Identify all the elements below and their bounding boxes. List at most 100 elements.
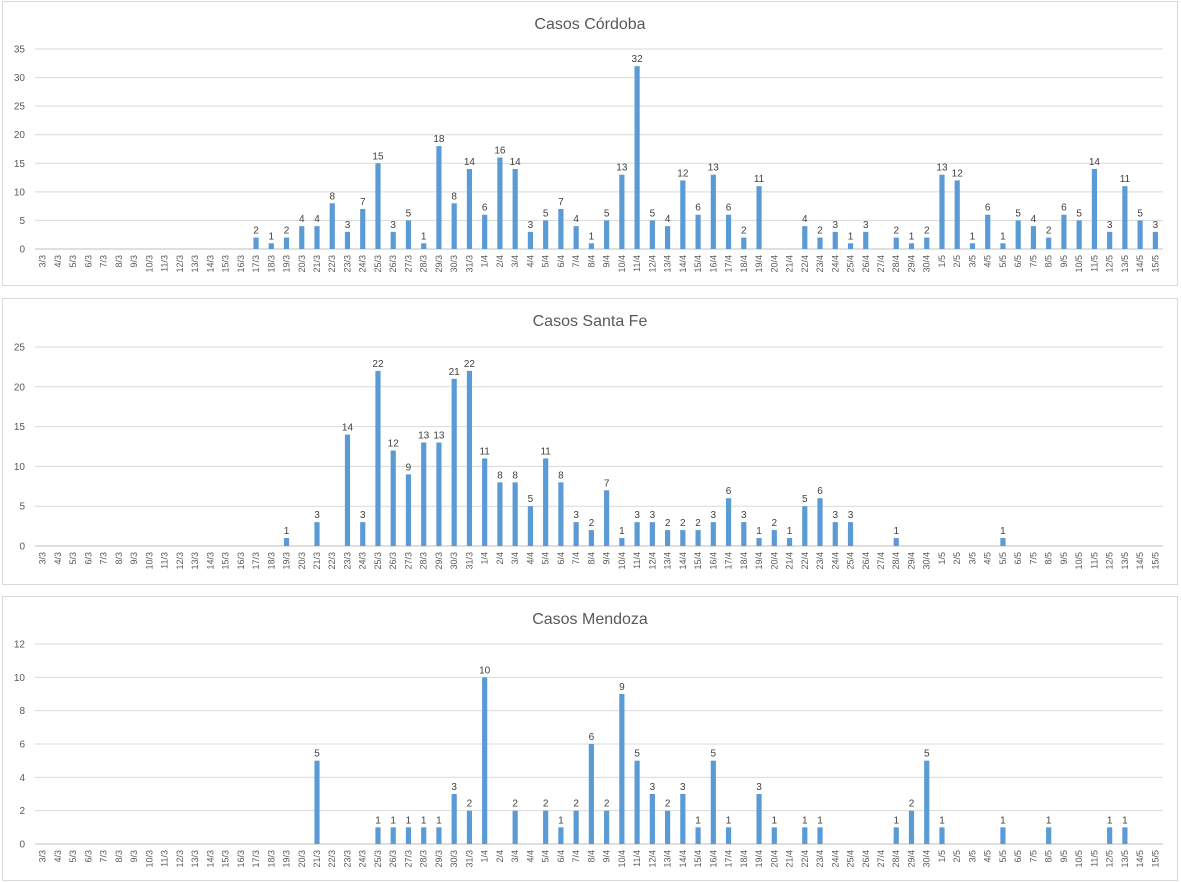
x-tick-label: 24/4 [830, 850, 840, 868]
data-label: 5 [924, 749, 930, 760]
x-tick-label: 21/3 [312, 255, 322, 273]
bar [832, 522, 838, 546]
x-tick-label: 19/4 [754, 255, 764, 273]
data-label: 7 [360, 197, 366, 208]
x-tick-label: 18/4 [739, 552, 749, 570]
data-label: 1 [421, 815, 427, 826]
bar [695, 530, 701, 546]
x-tick-label: 8/4 [586, 552, 596, 565]
bar [543, 810, 549, 844]
x-tick-label: 10/4 [617, 552, 627, 570]
data-label: 3 [848, 510, 854, 521]
data-label: 3 [360, 510, 366, 521]
bar [1107, 231, 1113, 249]
bar [436, 146, 442, 249]
x-tick-label: 1/5 [937, 552, 947, 565]
bar [375, 370, 381, 546]
x-tick-label: 14/5 [1135, 552, 1145, 570]
data-label: 1 [268, 231, 274, 242]
x-tick-label: 10/4 [617, 255, 627, 273]
x-tick-label: 22/3 [327, 850, 337, 868]
data-label: 3 [832, 510, 838, 521]
x-tick-label: 5/4 [541, 552, 551, 565]
data-label: 3 [832, 220, 838, 231]
x-tick-label: 26/4 [861, 255, 871, 273]
x-tick-label: 9/4 [602, 552, 612, 565]
bar [1091, 169, 1097, 249]
data-label: 4 [665, 214, 671, 225]
data-label: 1 [1046, 815, 1052, 826]
data-label: 8 [329, 191, 335, 202]
data-label: 1 [970, 231, 976, 242]
x-tick-label: 16/3 [236, 552, 246, 570]
bar [527, 231, 533, 249]
x-tick-label: 7/5 [1028, 552, 1038, 565]
x-tick-label: 28/4 [891, 255, 901, 273]
x-tick-label: 22/3 [327, 552, 337, 570]
bar [1107, 827, 1113, 844]
x-tick-label: 7/4 [571, 850, 581, 863]
data-label: 1 [772, 815, 778, 826]
data-label: 12 [677, 168, 689, 179]
bar [619, 538, 625, 546]
bar [283, 237, 290, 249]
data-label: 3 [451, 782, 457, 793]
data-label: 2 [543, 799, 549, 810]
x-tick-label: 27/4 [876, 255, 886, 273]
bar [817, 827, 823, 844]
data-label: 1 [421, 231, 427, 242]
x-tick-label: 25/3 [373, 850, 383, 868]
data-label: 7 [604, 478, 610, 489]
x-tick-label: 8/3 [114, 850, 124, 863]
bar [832, 231, 838, 249]
x-tick-label: 26/3 [388, 255, 398, 273]
bar [1137, 220, 1143, 249]
bar [969, 243, 976, 249]
data-label: 1 [390, 815, 396, 826]
bar [649, 794, 655, 844]
x-tick-label: 20/4 [769, 850, 779, 868]
x-tick-label: 2/4 [495, 255, 505, 268]
data-label: 1 [1000, 526, 1006, 537]
x-tick-label: 11/3 [160, 552, 170, 569]
x-tick-label: 5/5 [998, 552, 1008, 565]
chart-panel-mendoza: Casos Mendoza 0 2 4 6 8 10 12 3/3 4/3 5/3 6/3 7/3 8/3… [2, 596, 1178, 881]
data-label: 13 [708, 163, 720, 174]
x-tick-label: 25/4 [846, 255, 856, 273]
x-tick-label: 14/4 [678, 850, 688, 868]
bar [756, 794, 762, 844]
x-tick-label: 30/4 [922, 255, 932, 273]
data-label: 2 [467, 799, 473, 810]
x-tick-label: 6/4 [556, 552, 566, 565]
bar [985, 214, 991, 249]
x-tick-label: 24/3 [358, 255, 368, 273]
bar [375, 163, 381, 249]
data-label: 5 [604, 208, 610, 219]
data-label: 3 [314, 510, 320, 521]
bar [786, 538, 793, 546]
x-tick-label: 15/3 [221, 850, 231, 868]
bar [299, 226, 305, 249]
x-tick-label: 18/3 [266, 850, 276, 868]
data-label: 2 [604, 799, 610, 810]
x-tick-label: 9/3 [129, 850, 139, 863]
x-tick-label: 3/3 [38, 552, 48, 565]
x-tick-label: 9/3 [129, 552, 139, 565]
bar [924, 237, 930, 249]
x-tick-label: 17/4 [724, 552, 734, 570]
data-label: 4 [299, 214, 305, 225]
y-tick-label: 20 [14, 130, 26, 141]
bar [649, 220, 655, 249]
data-label: 3 [1107, 220, 1113, 231]
x-tick-label: 22/4 [800, 255, 810, 273]
y-tick-label: 10 [14, 462, 26, 473]
x-tick-label: 14/5 [1135, 255, 1145, 273]
y-tick-label: 8 [19, 706, 25, 717]
bar [710, 522, 716, 546]
data-label: 1 [284, 526, 290, 537]
x-tick-label: 18/4 [739, 850, 749, 868]
x-tick-label: 12/5 [1105, 552, 1115, 570]
data-label: 13 [616, 163, 628, 174]
bar [588, 530, 594, 546]
data-label: 3 [650, 782, 656, 793]
